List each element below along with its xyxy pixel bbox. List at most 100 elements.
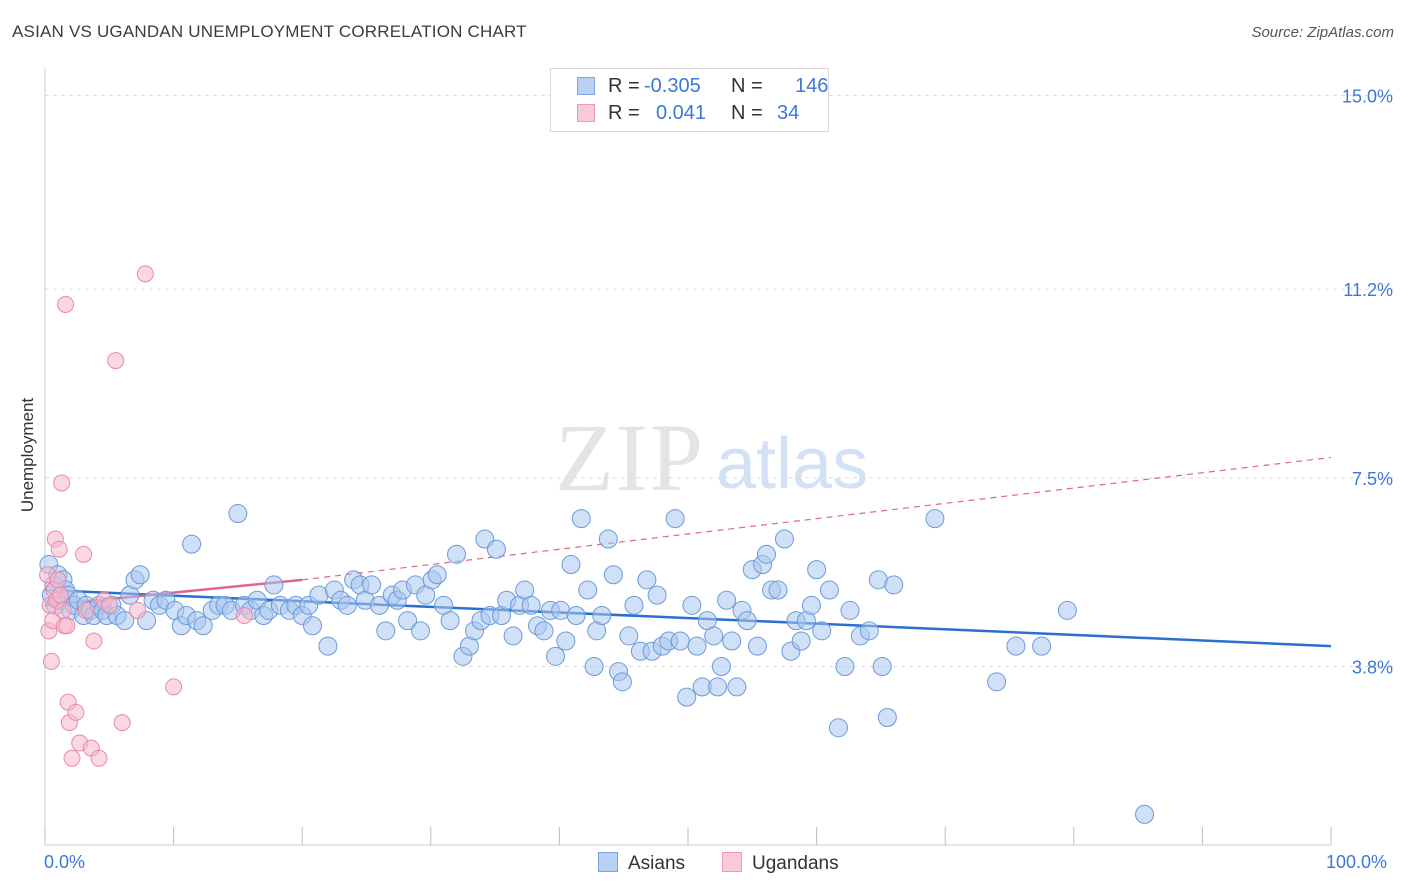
correlation-legend: R = -0.305 N = 146 R = 0.041 N = 34	[550, 68, 829, 132]
asian-point	[337, 595, 357, 615]
asian-point	[717, 590, 737, 610]
asian-point	[592, 606, 612, 626]
asian-point	[624, 595, 644, 615]
asian-point	[877, 708, 897, 728]
asian-point	[665, 509, 685, 529]
y-tick-label: 7.5%	[1352, 469, 1393, 489]
r-label: R =	[608, 75, 640, 97]
ugandan-point	[235, 607, 253, 625]
ugandan-point	[90, 749, 108, 767]
asian-point	[768, 580, 788, 600]
axes	[44, 68, 1332, 846]
legend-item-asians: Asians	[598, 852, 685, 875]
asian-point	[362, 575, 382, 595]
asian-point	[828, 718, 848, 738]
ugandans-legend-label: Ugandans	[752, 853, 839, 874]
asian-point	[687, 636, 707, 656]
ugandan-point	[75, 545, 93, 563]
asian-point	[447, 544, 467, 564]
asian-point	[722, 631, 742, 651]
ugandan-point	[165, 678, 183, 696]
ugandan-point	[100, 596, 118, 614]
asians-legend-label: Asians	[628, 853, 686, 874]
asian-point	[182, 534, 202, 554]
ugandan-point	[49, 571, 67, 589]
asian-point	[840, 600, 860, 620]
asian-point	[398, 611, 418, 631]
asians-legend-swatch	[598, 852, 618, 872]
ugandan-point	[85, 632, 103, 650]
asians-swatch	[577, 77, 595, 95]
asian-point	[598, 529, 618, 549]
chart-title: ASIAN VS UGANDAN UNEMPLOYMENT CORRELATIO…	[12, 22, 527, 41]
asian-point	[584, 657, 604, 677]
asian-point	[637, 570, 657, 590]
asian-point	[264, 575, 284, 595]
asian-point	[130, 565, 150, 585]
r-label: R =	[608, 102, 640, 124]
watermark: ZIP atlas	[555, 404, 868, 511]
ugandan-point	[113, 714, 131, 732]
asian-point	[801, 595, 821, 615]
r-value: 0.041	[656, 102, 707, 124]
asian-point	[440, 611, 460, 631]
asian-point	[369, 595, 389, 615]
asian-point	[578, 580, 598, 600]
asian-point	[987, 672, 1007, 692]
ugandan-point	[67, 703, 85, 721]
asian-point	[619, 626, 639, 646]
asian-point	[561, 555, 581, 575]
asian-point	[486, 539, 506, 559]
n-label: N =	[731, 102, 763, 124]
ugandan-point	[51, 586, 69, 604]
asian-point	[872, 657, 892, 677]
asian-point	[427, 565, 447, 585]
y-tick-label: 15.0%	[1342, 86, 1393, 106]
asian-point	[747, 636, 767, 656]
ugandan-point	[58, 617, 76, 635]
asian-point	[411, 621, 431, 641]
ugandan-point	[107, 352, 125, 370]
asian-point	[647, 585, 667, 605]
asian-point	[774, 529, 794, 549]
ugandan-trend-extension	[302, 456, 1332, 581]
asian-point	[556, 631, 576, 651]
y-tick-label: 11.2%	[1343, 280, 1393, 300]
asian-point	[1135, 804, 1155, 824]
n-label: N =	[731, 75, 763, 97]
asian-point	[603, 565, 623, 585]
source-note: Source: ZipAtlas.com	[1251, 24, 1394, 41]
ugandans-swatch	[577, 104, 595, 122]
asian-point	[115, 611, 135, 631]
asian-point	[1032, 636, 1052, 656]
ugandan-point	[50, 540, 68, 558]
asian-point	[376, 621, 396, 641]
asian-point	[612, 672, 632, 692]
asian-point	[835, 657, 855, 677]
ugandans-legend-swatch	[722, 852, 742, 872]
asian-point	[727, 677, 747, 697]
x-tick-label-max: 100.0%	[1326, 852, 1388, 872]
ugandan-point	[54, 601, 72, 619]
asian-point	[859, 621, 879, 641]
asian-point	[566, 606, 586, 626]
asian-point	[318, 636, 338, 656]
asian-point	[546, 646, 566, 666]
ugandan-point	[136, 265, 154, 283]
r-value: -0.305	[644, 75, 701, 97]
asian-point	[571, 509, 591, 529]
asian-point	[812, 621, 832, 641]
asian-point	[737, 611, 757, 631]
ugandan-point	[129, 601, 147, 619]
asian-point	[302, 616, 322, 636]
asian-point	[534, 621, 554, 641]
asian-point	[925, 509, 945, 529]
data-points	[39, 265, 1155, 824]
grid-lines	[45, 94, 1395, 668]
ugandan-point	[77, 601, 95, 619]
asian-point	[704, 626, 724, 646]
asian-point	[819, 580, 839, 600]
asian-point	[682, 595, 702, 615]
asian-point	[1057, 600, 1077, 620]
asian-point	[670, 631, 690, 651]
